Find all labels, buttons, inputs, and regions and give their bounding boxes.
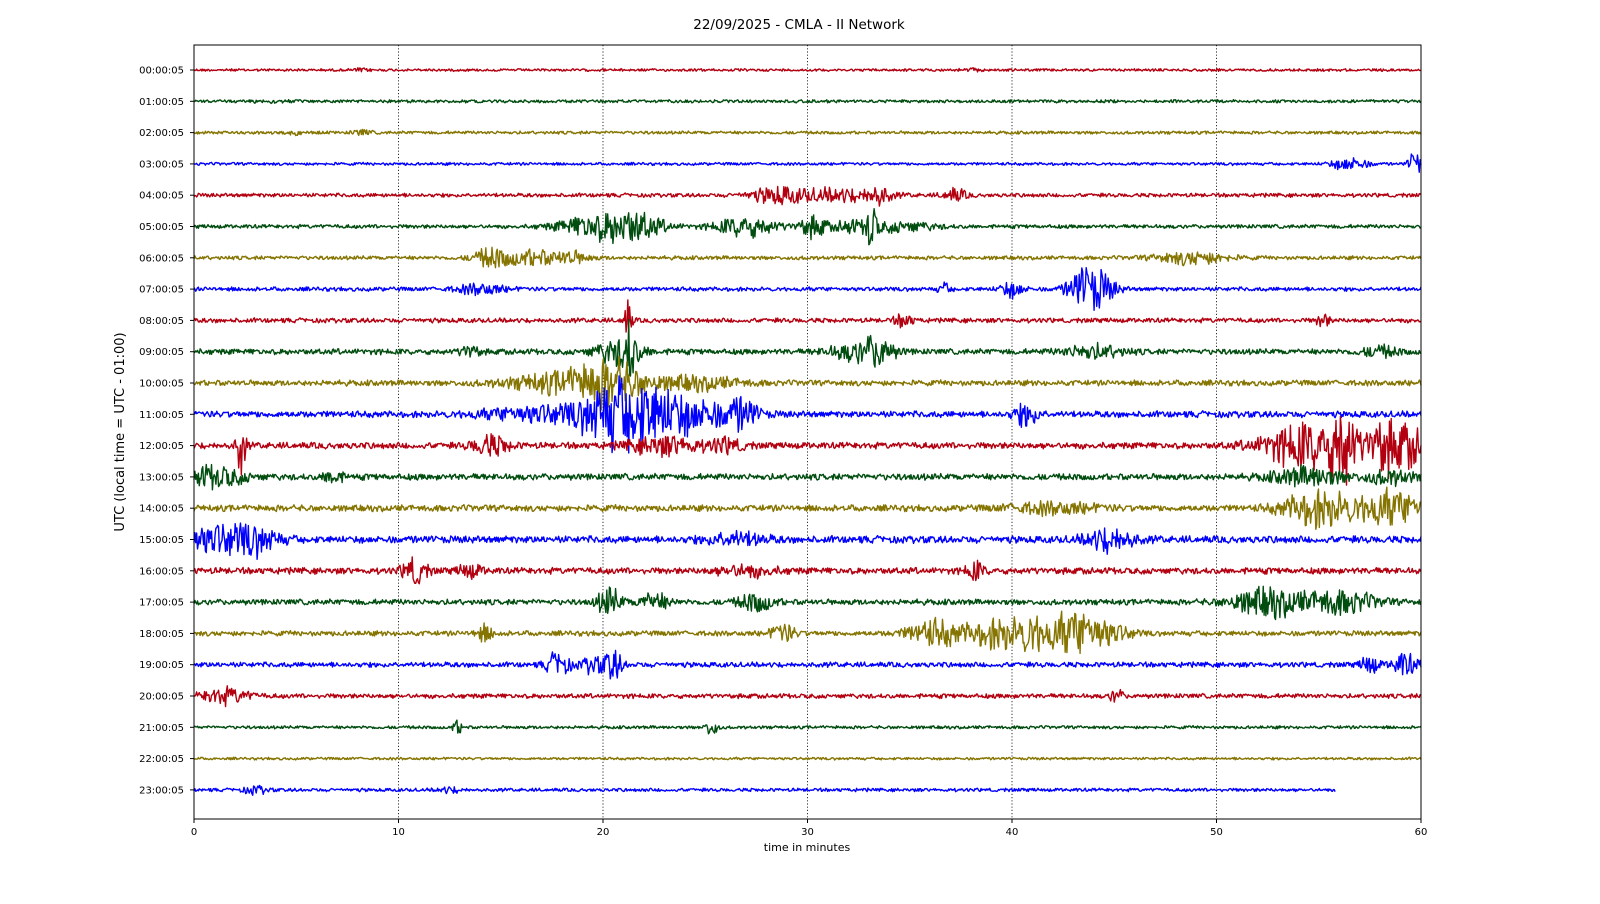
y-tick-label: 04:00:05	[139, 191, 184, 202]
y-tick-label: 16:00:05	[139, 566, 184, 577]
x-tick-label: 10	[392, 827, 405, 838]
y-tick-label: 14:00:05	[139, 504, 184, 515]
y-tick-label: 08:00:05	[139, 316, 184, 327]
trace-090005	[193, 318, 1422, 377]
y-tick-label: 15:00:05	[139, 535, 184, 546]
y-tick-label: 18:00:05	[139, 629, 184, 640]
trace-050005	[193, 208, 1422, 246]
x-tick-label: 0	[191, 827, 197, 838]
trace-170005	[193, 585, 1422, 621]
y-tick-label: 02:00:05	[139, 128, 184, 139]
trace-160005	[193, 556, 1422, 585]
x-gridlines	[398, 45, 1217, 819]
y-tick-label: 22:00:05	[139, 754, 184, 765]
trace-220005	[193, 756, 1422, 761]
x-tick-label: 40	[1006, 827, 1019, 838]
y-tick-label: 00:00:05	[139, 66, 184, 77]
y-tick-label: 13:00:05	[139, 472, 184, 483]
y-tick-labels: 00:00:05 01:00:05 02:00:05 03:00:05 04:00:05…	[139, 66, 194, 796]
trace-040005	[193, 185, 1422, 207]
seismic-traces	[193, 67, 1422, 796]
trace-060005	[193, 246, 1422, 269]
trace-020005	[193, 128, 1422, 137]
trace-080005	[193, 299, 1422, 333]
trace-230005	[193, 784, 1336, 796]
y-tick-label: 23:00:05	[139, 785, 184, 796]
trace-110005	[193, 375, 1422, 454]
trace-210005	[193, 719, 1422, 735]
y-tick-label: 05:00:05	[139, 222, 184, 233]
y-tick-label: 21:00:05	[139, 723, 184, 734]
trace-030005	[193, 153, 1422, 173]
x-tick-label: 30	[801, 827, 814, 838]
y-tick-label: 20:00:05	[139, 692, 184, 703]
y-tick-label: 17:00:05	[139, 598, 184, 609]
x-axis-label: time in minutes	[764, 841, 851, 854]
x-tick-label: 60	[1415, 827, 1428, 838]
y-tick-label: 06:00:05	[139, 253, 184, 264]
x-ticks: 0 10 20 30 40 50 60	[191, 819, 1428, 838]
trace-070005	[193, 266, 1422, 311]
y-tick-label: 07:00:05	[139, 285, 184, 296]
x-tick-label: 20	[597, 827, 610, 838]
trace-010005	[193, 98, 1422, 105]
y-axis-label: UTC (local time = UTC - 01:00)	[113, 332, 128, 531]
y-tick-label: 12:00:05	[139, 441, 184, 452]
trace-120005	[193, 415, 1422, 486]
y-tick-label: 11:00:05	[139, 410, 184, 421]
trace-130005	[193, 463, 1422, 491]
y-tick-label: 10:00:05	[139, 379, 184, 390]
chart-title: 22/09/2025 - CMLA - II Network	[693, 17, 905, 33]
x-tick-label: 50	[1210, 827, 1223, 838]
trace-190005	[193, 649, 1422, 680]
y-tick-label: 09:00:05	[139, 347, 184, 358]
trace-100005	[193, 355, 1422, 411]
trace-180005	[193, 610, 1422, 655]
trace-150005	[193, 522, 1422, 561]
y-tick-label: 19:00:05	[139, 660, 184, 671]
y-tick-label: 03:00:05	[139, 159, 184, 170]
trace-140005	[193, 486, 1422, 531]
trace-000005	[193, 67, 1422, 73]
y-tick-label: 01:00:05	[139, 97, 184, 108]
trace-200005	[193, 685, 1422, 708]
plot-frame	[193, 44, 1422, 820]
